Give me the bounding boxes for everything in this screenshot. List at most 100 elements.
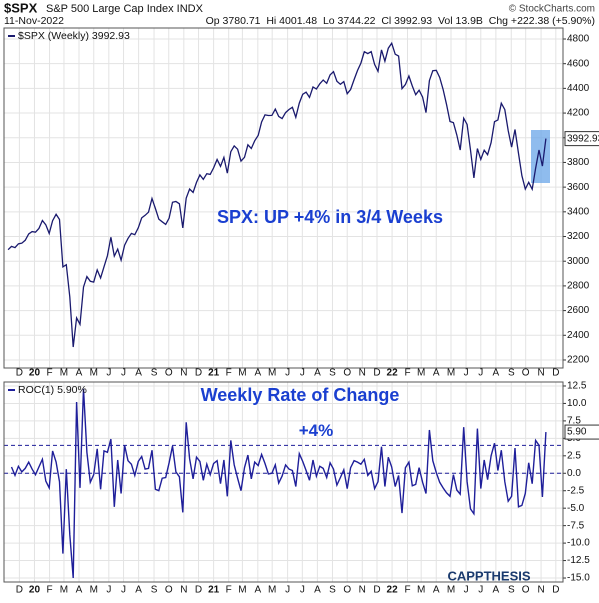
- index-name: S&P 500 Large Cap Index INDX: [46, 3, 204, 15]
- x-tick-label: M: [268, 368, 276, 379]
- y-tick-label: 4800: [567, 34, 590, 45]
- y-tick-label: 3000: [567, 256, 590, 267]
- x-tick-label: A: [433, 585, 440, 596]
- x-tick-label: F: [226, 368, 232, 379]
- x-tick-label: J: [121, 585, 126, 596]
- panel-title: Weekly Rate of Change: [201, 385, 400, 405]
- x-tick-label: A: [254, 585, 261, 596]
- x-tick-label: M: [447, 368, 455, 379]
- x-tick-label: J: [478, 585, 483, 596]
- x-tick-label: A: [493, 585, 500, 596]
- series-line: [10, 388, 547, 579]
- x-tick-label: D: [552, 368, 559, 379]
- x-tick-label: 20: [29, 585, 41, 596]
- x-tick-label: N: [537, 585, 544, 596]
- reference-label: +4%: [299, 421, 334, 440]
- logo: CAPPTHESIS: [447, 568, 530, 583]
- x-tick-label: S: [151, 368, 158, 379]
- annotation: SPX: UP +4% in 3/4 Weeks: [217, 207, 443, 227]
- x-tick-label: O: [522, 368, 530, 379]
- x-tick-label: M: [447, 585, 455, 596]
- x-tick-label: S: [329, 368, 336, 379]
- x-tick-label: O: [522, 585, 530, 596]
- x-tick-label: N: [359, 585, 366, 596]
- x-tick-label: F: [226, 585, 232, 596]
- y-tick-label: 3600: [567, 182, 590, 193]
- x-tick-label: 20: [29, 368, 41, 379]
- date: 11-Nov-2022: [4, 15, 64, 27]
- x-tick-label: O: [343, 368, 351, 379]
- y-tick-label: 10.0: [567, 398, 587, 409]
- plot-frame: [3, 27, 564, 369]
- last-value-label: 5.90: [567, 427, 587, 438]
- x-tick-label: M: [90, 368, 98, 379]
- x-tick-label: A: [314, 368, 321, 379]
- x-tick-label: D: [195, 585, 202, 596]
- x-tick-label: O: [165, 585, 173, 596]
- x-tick-label: A: [135, 368, 142, 379]
- y-tick-label: 4600: [567, 58, 590, 69]
- source: © StockCharts.com: [509, 4, 595, 15]
- y-tick-label: 4200: [567, 108, 590, 119]
- x-tick-label: J: [285, 368, 290, 379]
- x-tick-label: M: [238, 585, 246, 596]
- x-tick-label: F: [404, 585, 410, 596]
- x-tick-label: J: [464, 585, 469, 596]
- x-tick-label: N: [180, 585, 187, 596]
- y-tick-label: 2400: [567, 330, 590, 341]
- x-tick-label: A: [76, 585, 83, 596]
- x-tick-label: D: [373, 368, 380, 379]
- x-tick-label: D: [16, 368, 23, 379]
- y-tick-label: -7.5: [567, 520, 585, 531]
- quote: Op 3780.71 Hi 4001.48 Lo 3744.22 Cl 3992…: [206, 15, 595, 27]
- x-tick-label: 21: [208, 585, 220, 596]
- x-tick-label: S: [151, 585, 158, 596]
- y-tick-label: -5.0: [567, 503, 585, 514]
- x-tick-label: S: [508, 368, 515, 379]
- x-tick-label: S: [508, 585, 515, 596]
- y-tick-label: 3400: [567, 206, 590, 217]
- x-tick-label: 22: [387, 368, 399, 379]
- y-tick-label: 12.5: [567, 381, 587, 392]
- legend: ROC(1) 5.90%: [18, 384, 87, 396]
- y-tick-label: -10.0: [567, 538, 590, 549]
- x-tick-label: A: [314, 585, 321, 596]
- x-tick-label: J: [106, 585, 111, 596]
- y-tick-label: 4400: [567, 83, 590, 94]
- y-tick-label: -2.5: [567, 485, 585, 496]
- x-tick-label: N: [359, 368, 366, 379]
- last-value-box: [564, 131, 599, 147]
- grid-layer: [4, 28, 563, 368]
- x-tick-label: M: [268, 585, 276, 596]
- x-tick-label: F: [47, 585, 53, 596]
- x-tick-label: J: [285, 585, 290, 596]
- x-tick-label: D: [16, 585, 23, 596]
- y-tick-label: 3800: [567, 157, 590, 168]
- y-tick-label: -12.5: [567, 555, 590, 566]
- y-tick-label: 0.0: [567, 468, 581, 479]
- x-tick-label: M: [417, 585, 425, 596]
- x-tick-label: A: [493, 368, 500, 379]
- y-tick-label: 2.5: [567, 450, 581, 461]
- x-tick-label: M: [90, 585, 98, 596]
- x-tick-label: D: [195, 368, 202, 379]
- y-tick-label: 7.5: [567, 416, 581, 427]
- x-tick-label: J: [106, 368, 111, 379]
- x-tick-label: O: [343, 585, 351, 596]
- x-tick-label: O: [165, 368, 173, 379]
- last-value-box: [564, 424, 599, 440]
- last-value-label: 3992.93: [567, 133, 599, 144]
- x-tick-label: A: [433, 368, 440, 379]
- x-tick-label: M: [60, 585, 68, 596]
- x-tick-label: N: [180, 368, 187, 379]
- y-tick-label: 2600: [567, 305, 590, 316]
- x-tick-label: N: [537, 368, 544, 379]
- x-tick-label: 21: [208, 368, 220, 379]
- y-tick-label: 2200: [567, 355, 590, 366]
- x-tick-label: M: [60, 368, 68, 379]
- x-tick-label: J: [300, 368, 305, 379]
- x-tick-label: D: [552, 585, 559, 596]
- x-tick-label: M: [238, 368, 246, 379]
- y-tick-label: 2800: [567, 281, 590, 292]
